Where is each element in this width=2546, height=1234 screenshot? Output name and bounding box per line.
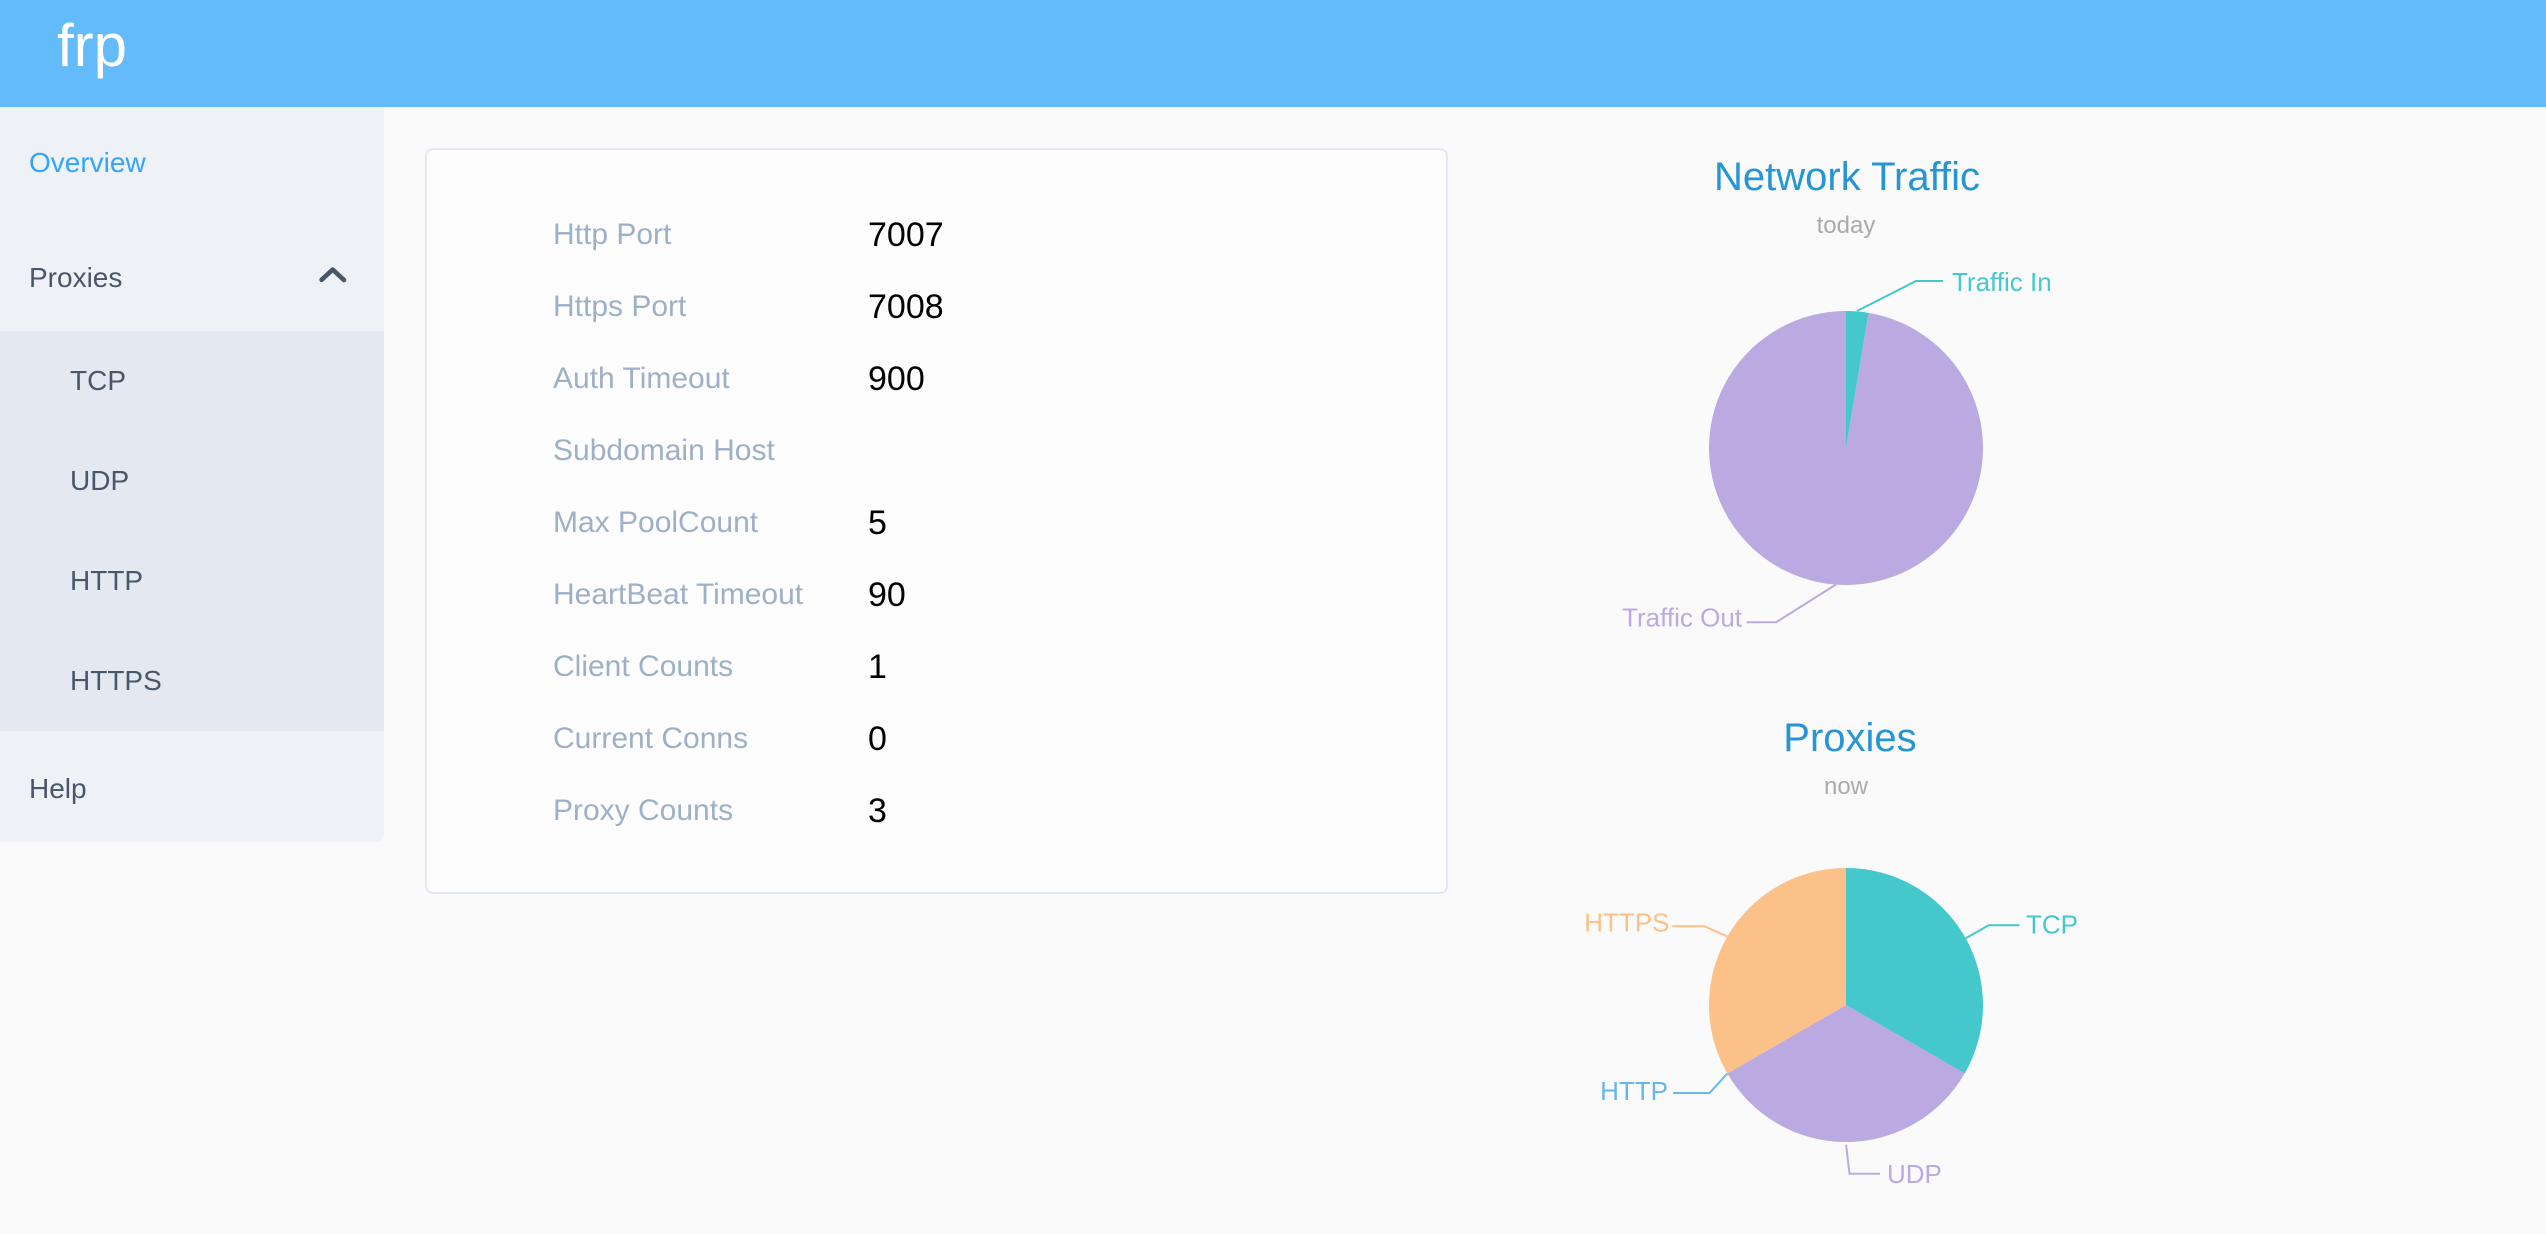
svg-text:today: today [1817,212,1876,239]
svg-text:Traffic In: Traffic In [1952,267,2052,297]
svg-text:Proxies: Proxies [1783,716,1916,760]
svg-text:UDP: UDP [1887,1159,1942,1189]
svg-text:HTTPS: HTTPS [1584,908,1669,938]
svg-text:now: now [1824,773,1869,800]
svg-text:Traffic Out: Traffic Out [1622,603,1743,633]
svg-text:TCP: TCP [2026,910,2078,940]
svg-text:HTTP: HTTP [1600,1076,1668,1106]
svg-text:Network Traffic: Network Traffic [1714,155,1980,199]
